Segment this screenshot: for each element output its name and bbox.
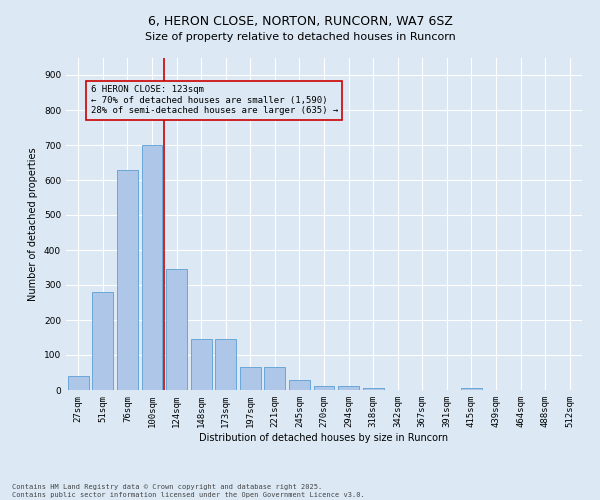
Text: 6 HERON CLOSE: 123sqm
← 70% of detached houses are smaller (1,590)
28% of semi-d: 6 HERON CLOSE: 123sqm ← 70% of detached … xyxy=(91,86,338,116)
Y-axis label: Number of detached properties: Number of detached properties xyxy=(28,147,38,300)
Bar xyxy=(289,380,310,390)
Bar xyxy=(68,376,89,390)
Bar xyxy=(92,292,113,390)
Bar xyxy=(166,269,187,390)
Bar xyxy=(461,388,482,390)
Bar xyxy=(191,339,212,390)
Bar xyxy=(362,388,383,390)
Bar xyxy=(265,367,286,390)
Text: 6, HERON CLOSE, NORTON, RUNCORN, WA7 6SZ: 6, HERON CLOSE, NORTON, RUNCORN, WA7 6SZ xyxy=(148,15,452,28)
Bar xyxy=(338,386,359,390)
X-axis label: Distribution of detached houses by size in Runcorn: Distribution of detached houses by size … xyxy=(199,432,449,442)
Bar xyxy=(215,339,236,390)
Bar xyxy=(240,367,261,390)
Bar xyxy=(117,170,138,390)
Bar xyxy=(142,145,163,390)
Text: Size of property relative to detached houses in Runcorn: Size of property relative to detached ho… xyxy=(145,32,455,42)
Text: Contains HM Land Registry data © Crown copyright and database right 2025.
Contai: Contains HM Land Registry data © Crown c… xyxy=(12,484,365,498)
Bar xyxy=(314,386,334,390)
